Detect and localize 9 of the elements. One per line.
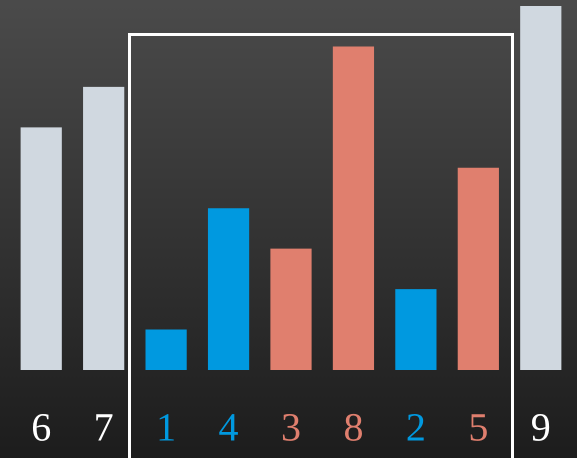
data-label: 8 <box>343 404 364 450</box>
data-label: 3 <box>281 404 301 450</box>
data-label: 9 <box>530 404 551 450</box>
data-label: 1 <box>156 404 176 450</box>
data-label: 6 <box>31 404 52 450</box>
data-label: 7 <box>94 404 114 450</box>
data-label: 4 <box>218 404 239 450</box>
data-label: 5 <box>468 404 488 450</box>
data-label: 2 <box>406 404 426 450</box>
